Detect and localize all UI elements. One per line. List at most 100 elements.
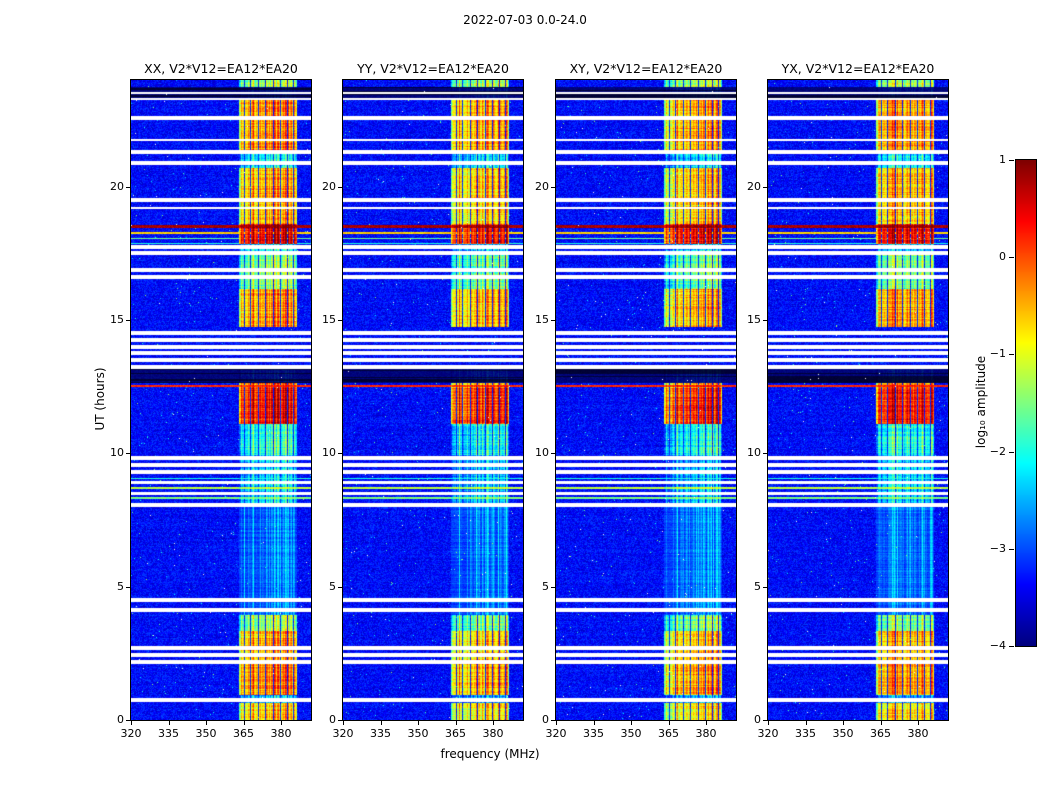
panel-title: XY, V2*V12=EA12*EA20 xyxy=(569,61,723,76)
x-tick-mark xyxy=(281,721,282,725)
x-tick-label: 350 xyxy=(195,727,217,740)
spectrogram-canvas xyxy=(768,80,948,720)
x-tick-mark xyxy=(881,721,882,725)
colorbar-tick-label: 1 xyxy=(999,153,1006,166)
y-axis-label: UT (hours) xyxy=(93,367,107,431)
y-tick-mark xyxy=(551,720,555,721)
y-tick-label: 0 xyxy=(329,713,336,726)
spectrogram-canvas xyxy=(556,80,736,720)
x-tick-label: 365 xyxy=(233,727,254,740)
y-tick-label: 5 xyxy=(329,579,336,593)
x-tick-mark xyxy=(493,721,494,725)
spectrogram-canvas xyxy=(131,80,311,720)
x-tick-mark xyxy=(381,721,382,725)
x-tick-label: 320 xyxy=(332,727,354,740)
x-tick-mark xyxy=(768,721,769,725)
y-tick-label: 15 xyxy=(110,313,124,326)
x-tick-label: 350 xyxy=(620,727,642,740)
figure-title: 2022-07-03 0.0-24.0 xyxy=(463,13,587,27)
x-tick-label: 320 xyxy=(545,727,567,740)
x-tick-mark xyxy=(843,721,844,725)
y-tick-mark xyxy=(338,320,342,321)
spectrogram-panel xyxy=(767,79,949,721)
x-tick-mark xyxy=(556,721,557,725)
spectrogram-panel xyxy=(555,79,737,721)
y-tick-mark xyxy=(551,320,555,321)
y-tick-mark xyxy=(763,587,767,588)
y-tick-label: 20 xyxy=(322,179,336,193)
x-tick-mark xyxy=(631,721,632,725)
x-tick-mark xyxy=(806,721,807,725)
x-tick-mark xyxy=(418,721,419,725)
y-tick-label: 15 xyxy=(535,313,549,326)
x-tick-label: 380 xyxy=(482,727,504,740)
y-tick-mark xyxy=(551,453,555,454)
colorbar-tick-mark xyxy=(1009,160,1014,161)
y-tick-mark xyxy=(763,320,767,321)
y-tick-mark xyxy=(126,320,130,321)
y-tick-label: 10 xyxy=(535,446,549,460)
y-tick-mark xyxy=(126,453,130,454)
x-tick-label: 380 xyxy=(695,727,717,740)
colorbar-tick-mark xyxy=(1009,452,1014,453)
colorbar-label: log₁₀ amplitude xyxy=(974,355,988,449)
colorbar-tick-label: −1 xyxy=(989,347,1006,361)
y-tick-label: 20 xyxy=(747,179,761,193)
x-tick-label: 335 xyxy=(158,727,179,740)
y-tick-mark xyxy=(126,587,130,588)
y-tick-label: 0 xyxy=(754,713,761,726)
x-tick-label: 320 xyxy=(757,727,779,740)
colorbar-gradient xyxy=(1016,160,1036,646)
y-tick-label: 15 xyxy=(747,313,761,326)
colorbar-tick-mark xyxy=(1009,354,1014,355)
y-tick-label: 0 xyxy=(117,713,124,726)
y-tick-mark xyxy=(338,720,342,721)
y-tick-mark xyxy=(551,187,555,188)
y-tick-mark xyxy=(763,187,767,188)
y-tick-mark xyxy=(126,720,130,721)
x-tick-mark xyxy=(594,721,595,725)
colorbar-tick-mark xyxy=(1009,549,1014,550)
y-tick-label: 10 xyxy=(110,446,124,460)
y-tick-label: 20 xyxy=(535,179,549,193)
x-tick-label: 335 xyxy=(795,727,816,740)
y-tick-mark xyxy=(551,587,555,588)
x-tick-label: 380 xyxy=(270,727,292,740)
panel-title: XX, V2*V12=EA12*EA20 xyxy=(144,61,298,76)
spectrogram-panel xyxy=(342,79,524,721)
y-tick-label: 20 xyxy=(110,179,124,193)
x-tick-mark xyxy=(131,721,132,725)
x-tick-mark xyxy=(244,721,245,725)
x-tick-label: 365 xyxy=(445,727,466,740)
x-tick-mark xyxy=(206,721,207,725)
y-tick-mark xyxy=(126,187,130,188)
y-tick-mark xyxy=(763,453,767,454)
x-tick-mark xyxy=(343,721,344,725)
y-tick-label: 15 xyxy=(322,313,336,326)
y-tick-label: 5 xyxy=(754,579,761,593)
panel-title: YX, V2*V12=EA12*EA20 xyxy=(781,61,935,76)
colorbar-tick-label: −3 xyxy=(989,541,1006,555)
x-tick-label: 320 xyxy=(120,727,142,740)
x-tick-mark xyxy=(669,721,670,725)
x-tick-mark xyxy=(706,721,707,725)
y-tick-mark xyxy=(338,187,342,188)
x-tick-label: 335 xyxy=(370,727,391,740)
panel-title: YY, V2*V12=EA12*EA20 xyxy=(357,61,509,76)
y-tick-mark xyxy=(763,720,767,721)
colorbar-tick-mark xyxy=(1009,646,1014,647)
x-tick-mark xyxy=(169,721,170,725)
colorbar-tick-mark xyxy=(1009,257,1014,258)
x-tick-label: 335 xyxy=(583,727,604,740)
colorbar-tick-label: −2 xyxy=(989,444,1006,458)
y-tick-mark xyxy=(338,453,342,454)
x-tick-mark xyxy=(918,721,919,725)
y-tick-label: 5 xyxy=(542,579,549,593)
spectrogram-panel xyxy=(130,79,312,721)
colorbar-tick-label: 0 xyxy=(999,250,1006,264)
spectrogram-canvas xyxy=(343,80,523,720)
x-tick-label: 365 xyxy=(658,727,679,740)
colorbar-tick-label: −4 xyxy=(989,639,1006,652)
y-tick-label: 10 xyxy=(747,446,761,460)
